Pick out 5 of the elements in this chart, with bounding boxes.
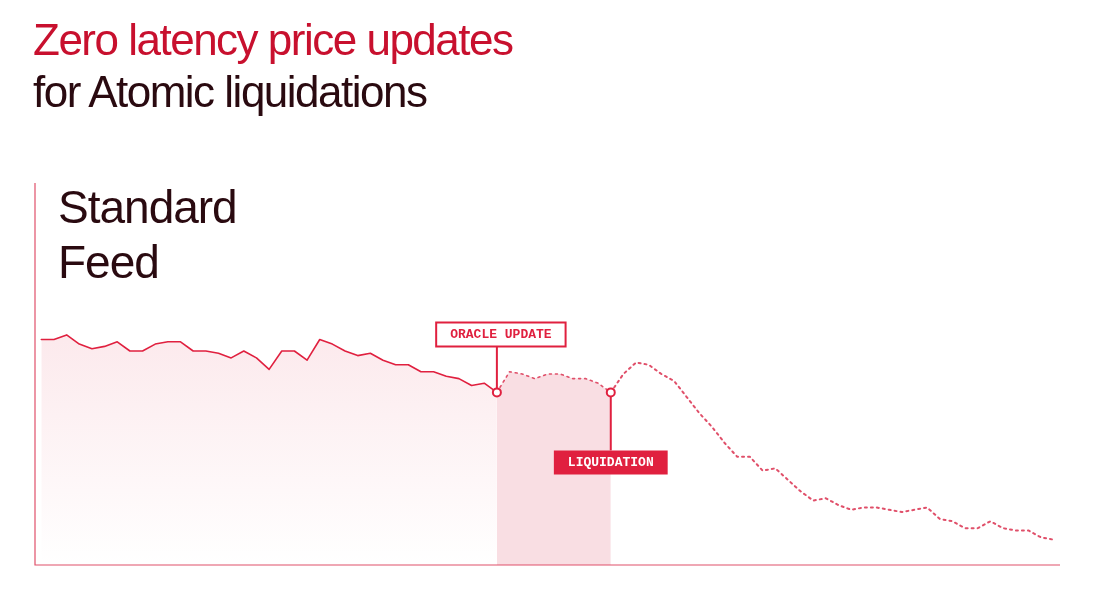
chart-subtitle: for Atomic liquidations — [33, 66, 427, 118]
annotation: LIQUIDATION — [567, 454, 654, 470]
text: Standard Feed — [58, 180, 238, 290]
chart-title: Zero latency price updates — [33, 14, 513, 66]
annotation: ORACLE UPDATE — [450, 326, 552, 342]
